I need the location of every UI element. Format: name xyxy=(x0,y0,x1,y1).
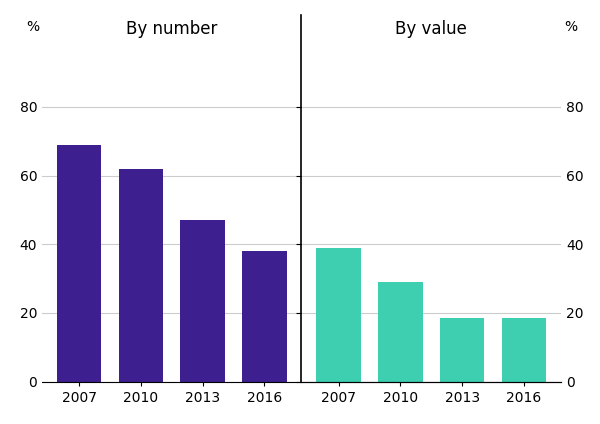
Text: By number: By number xyxy=(126,20,217,38)
Bar xyxy=(440,318,484,382)
Bar xyxy=(502,318,546,382)
Text: %: % xyxy=(564,20,577,34)
Bar xyxy=(316,248,361,382)
Text: By value: By value xyxy=(395,20,467,38)
Bar xyxy=(119,169,163,382)
Bar xyxy=(57,145,101,382)
Bar xyxy=(181,220,225,382)
Bar xyxy=(242,251,287,382)
Bar xyxy=(378,282,422,382)
Text: %: % xyxy=(26,20,39,34)
